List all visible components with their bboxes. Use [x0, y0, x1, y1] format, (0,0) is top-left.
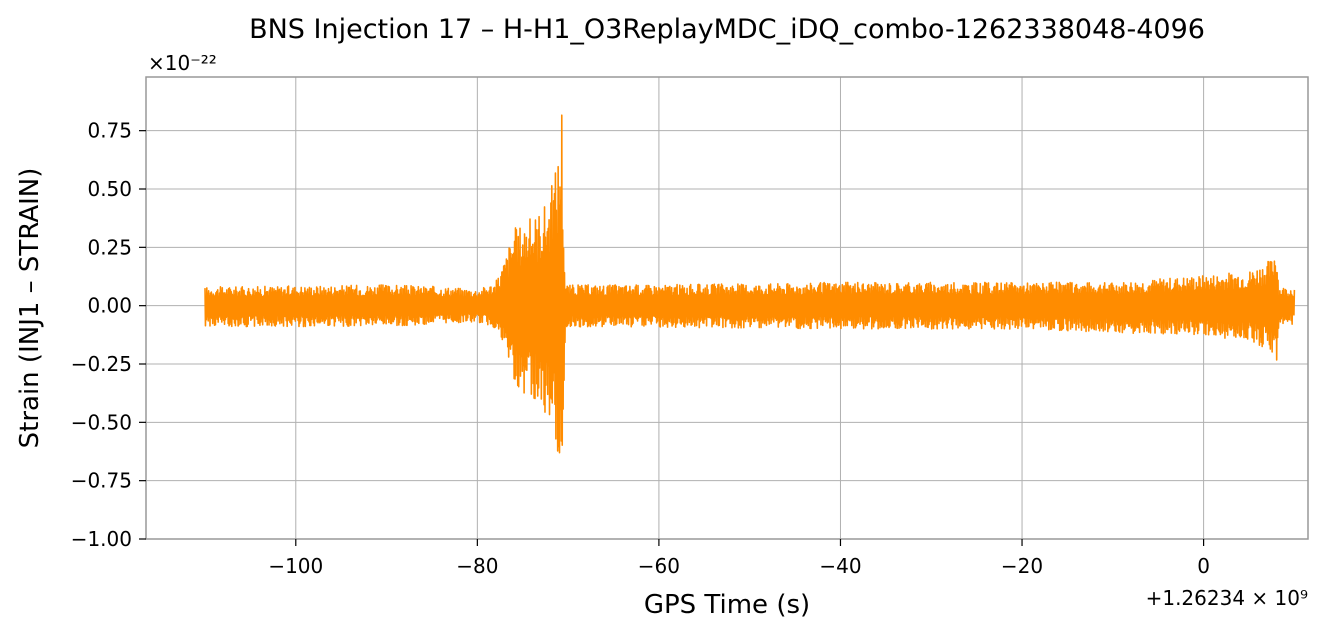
chart-title: BNS Injection 17 – H-H1_O3ReplayMDC_iDQ_… — [249, 14, 1205, 45]
y-tick-label: −0.50 — [71, 410, 132, 434]
y-tick-label: −1.00 — [71, 527, 132, 551]
x-tick-label: −100 — [268, 554, 323, 578]
x-tick-label: 0 — [1197, 554, 1210, 578]
x-tick-label: −40 — [819, 554, 861, 578]
y-tick-label: 0.25 — [87, 235, 132, 259]
y-axis: 0.75 0.50 0.25 0.00 −0.25 −0.50 −0.75 −1.00 — [71, 119, 146, 551]
y-tick-label: 0.50 — [87, 177, 132, 201]
x-tick-label: −20 — [1001, 554, 1043, 578]
y-tick-label: −0.25 — [71, 352, 132, 376]
series-layer — [204, 114, 1296, 454]
x-axis-label: GPS Time (s) — [644, 590, 810, 620]
x-tick-label: −80 — [456, 554, 498, 578]
x-axis: −100 −80 −60 −40 −20 0 — [268, 539, 1210, 578]
plot-frame — [145, 76, 1309, 540]
y-tick-label: 0.00 — [87, 294, 132, 318]
strain-series-line — [204, 114, 1296, 454]
x-tick-label: −60 — [638, 554, 680, 578]
y-axis-label: Strain (INJ1 – STRAIN) — [15, 168, 45, 449]
y-tick-label: −0.75 — [71, 469, 132, 493]
y-scale-label: ×10⁻²² — [148, 51, 217, 75]
y-tick-label: 0.75 — [87, 119, 132, 143]
x-offset-label: +1.26234 × 10⁹ — [1146, 586, 1308, 610]
